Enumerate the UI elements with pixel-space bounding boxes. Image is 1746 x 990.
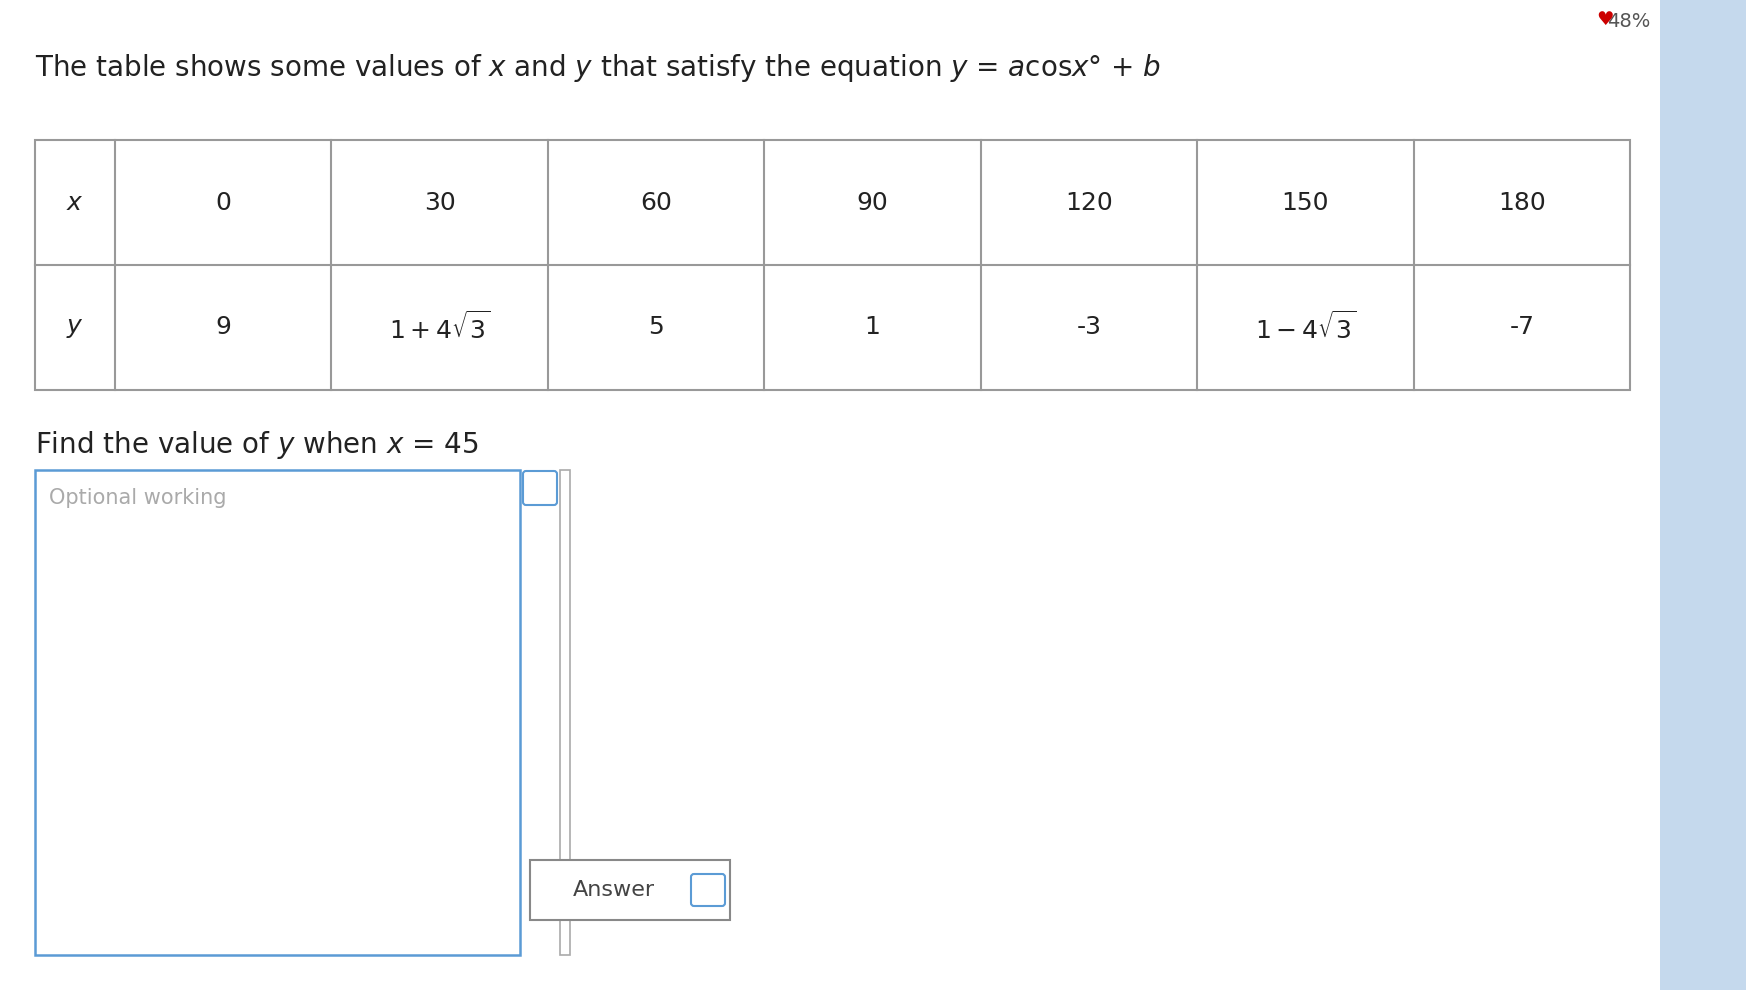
Text: Answer: Answer [573,880,655,900]
Bar [35,140,1631,390]
FancyBboxPatch shape [524,471,557,505]
Text: +: + [529,476,550,500]
Text: 0: 0 [215,190,230,215]
Text: Optional working: Optional working [49,488,227,508]
Text: 30: 30 [424,190,456,215]
Text: $1 + 4\sqrt{3}$: $1 + 4\sqrt{3}$ [389,311,491,344]
Text: 120: 120 [1065,190,1112,215]
Text: Find the value of $\it{y}$ when $\it{x}$ = 45: Find the value of $\it{y}$ when $\it{x}$… [35,429,478,461]
Bar [35,470,520,955]
Text: ♥: ♥ [1596,10,1613,29]
Text: 60: 60 [641,190,672,215]
Text: $\it{x}$: $\it{x}$ [66,190,84,215]
FancyBboxPatch shape [691,874,725,906]
Text: -7: -7 [1509,316,1535,340]
Bar [531,860,730,920]
Text: 90: 90 [857,190,889,215]
Text: +: + [698,880,718,900]
Text: $1 - 4\sqrt{3}$: $1 - 4\sqrt{3}$ [1255,311,1357,344]
Text: 1: 1 [864,316,880,340]
Text: 180: 180 [1498,190,1545,215]
Text: 9: 9 [215,316,230,340]
Text: $\it{y}$: $\it{y}$ [66,316,84,340]
Text: 150: 150 [1282,190,1329,215]
Text: -3: -3 [1077,316,1102,340]
Bar [1660,0,1746,990]
Text: 5: 5 [648,316,663,340]
Text: The table shows some values of $\it{x}$ and $\it{y}$ that satisfy the equation $: The table shows some values of $\it{x}$ … [35,52,1161,84]
Text: 48%: 48% [1606,12,1650,31]
Bar [560,470,569,955]
